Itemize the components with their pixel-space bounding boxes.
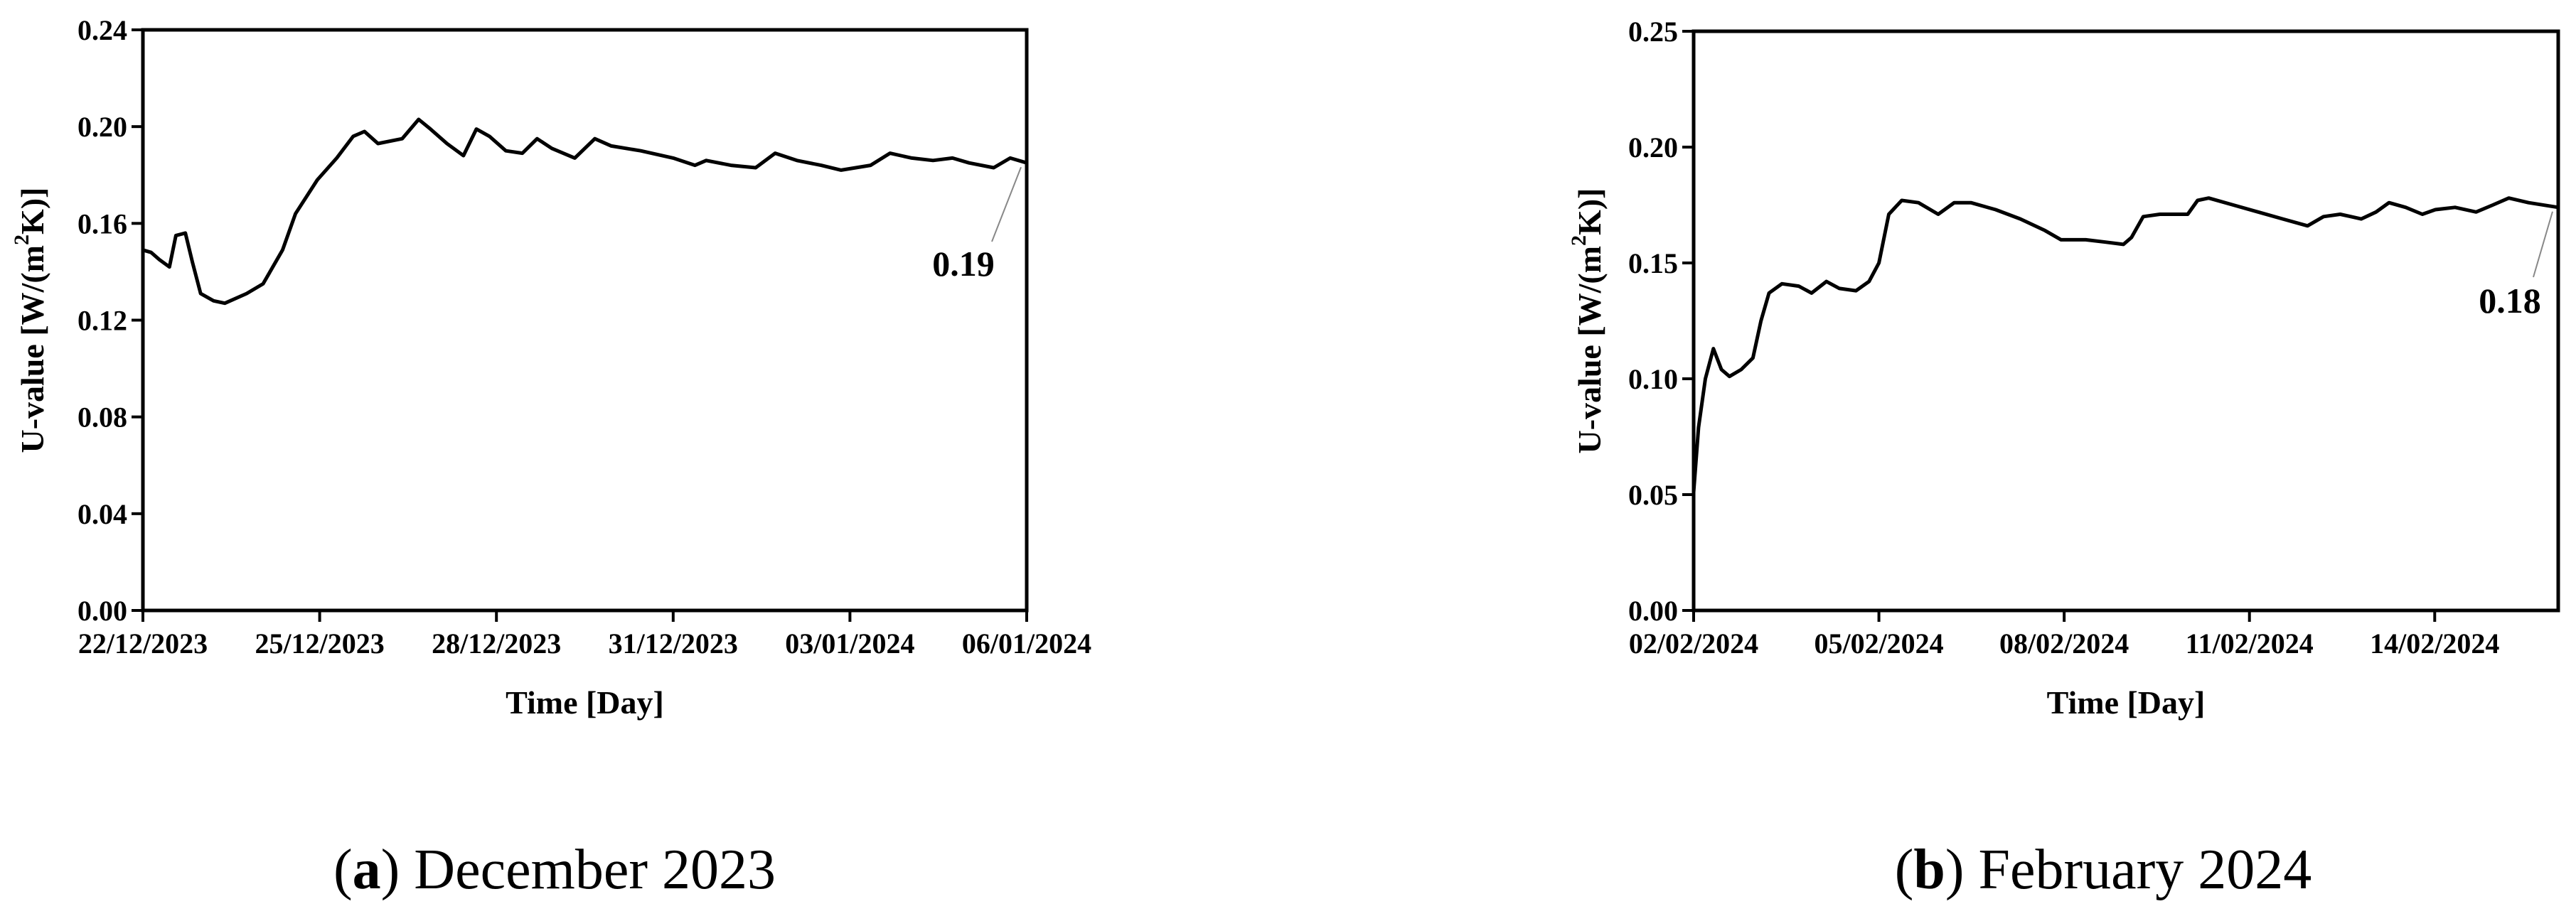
annotation: 0.19 bbox=[932, 244, 995, 284]
x-tick-label: 22/12/2023 bbox=[78, 628, 208, 659]
panel: 0.00 0.04 0.08 0.12 0.16 0.20 0.24 22/12/2023 25… bbox=[10, 14, 1091, 901]
annotation-leader bbox=[2533, 211, 2553, 278]
y-tick-label: 0.20 bbox=[1628, 131, 1678, 163]
x-tick-label: 14/02/2024 bbox=[2370, 628, 2499, 659]
y-tick-label: 0.25 bbox=[1628, 16, 1678, 48]
caption: (b) February 2024 bbox=[1895, 839, 2312, 901]
y-axis-title-part: K)] bbox=[14, 188, 50, 235]
annotation-leader bbox=[991, 166, 1022, 242]
y-tick-label: 0.16 bbox=[78, 208, 127, 239]
y-tick-label: 0.00 bbox=[1628, 595, 1678, 627]
y-axis-title-part: 2 bbox=[10, 235, 33, 245]
y-axis-title-part: 2 bbox=[1567, 235, 1591, 246]
caption-part: ( bbox=[333, 839, 353, 901]
y-tick-label: 0.15 bbox=[1628, 247, 1678, 279]
plot-frame bbox=[141, 28, 1029, 613]
y-tick-label: 0.05 bbox=[1628, 479, 1678, 511]
caption-part: ) February 2024 bbox=[1945, 839, 2312, 901]
caption-part: a bbox=[353, 839, 381, 901]
x-tick-label: 11/02/2024 bbox=[2186, 628, 2314, 659]
x-tick-label: 06/01/2024 bbox=[962, 628, 1091, 659]
y-tick-label: 0.24 bbox=[78, 14, 127, 46]
y-tick-label: 0.04 bbox=[78, 498, 127, 530]
y-axis-title: U-value [W/(m2K)] bbox=[10, 188, 50, 453]
x-tick-label: 03/01/2024 bbox=[785, 628, 914, 659]
y-tick-label: 0.00 bbox=[78, 595, 127, 627]
x-tick-label: 31/12/2023 bbox=[609, 628, 738, 659]
x-axis-title: Time [Day] bbox=[2047, 684, 2206, 721]
x-tick-label: 08/02/2024 bbox=[1999, 628, 2129, 659]
y-tick-label: 0.10 bbox=[1628, 363, 1678, 395]
y-tick-label: 0.08 bbox=[78, 402, 127, 433]
caption-part: b bbox=[1913, 839, 1945, 901]
y-tick-label: 0.12 bbox=[78, 305, 127, 337]
data-line bbox=[142, 117, 1027, 306]
x-tick-label: 28/12/2023 bbox=[432, 628, 561, 659]
caption-part: ) December 2023 bbox=[381, 839, 776, 901]
plot-frame bbox=[1691, 29, 2560, 613]
y-axis-title-part: K)] bbox=[1571, 188, 1608, 235]
panel: 0.00 0.05 0.10 0.15 0.20 0.25 02/02/2024 05/02/… bbox=[1567, 16, 2560, 901]
y-axis-title: U-value [W/(m2K)] bbox=[1567, 188, 1607, 454]
data-line bbox=[1691, 196, 2559, 492]
caption-part: ( bbox=[1895, 839, 1914, 901]
x-tick-label: 05/02/2024 bbox=[1814, 628, 1943, 659]
y-axis-title-part: U-value [W/(m bbox=[14, 245, 50, 453]
y-tick-label: 0.20 bbox=[78, 111, 127, 143]
x-tick-label: 02/02/2024 bbox=[1629, 628, 1758, 659]
annotation: 0.18 bbox=[2479, 281, 2541, 321]
x-axis-title: Time [Day] bbox=[506, 684, 664, 721]
caption: (a) December 2023 bbox=[333, 839, 776, 901]
y-axis-title-part: U-value [W/(m bbox=[1571, 246, 1608, 454]
x-tick-label: 25/12/2023 bbox=[255, 628, 384, 659]
